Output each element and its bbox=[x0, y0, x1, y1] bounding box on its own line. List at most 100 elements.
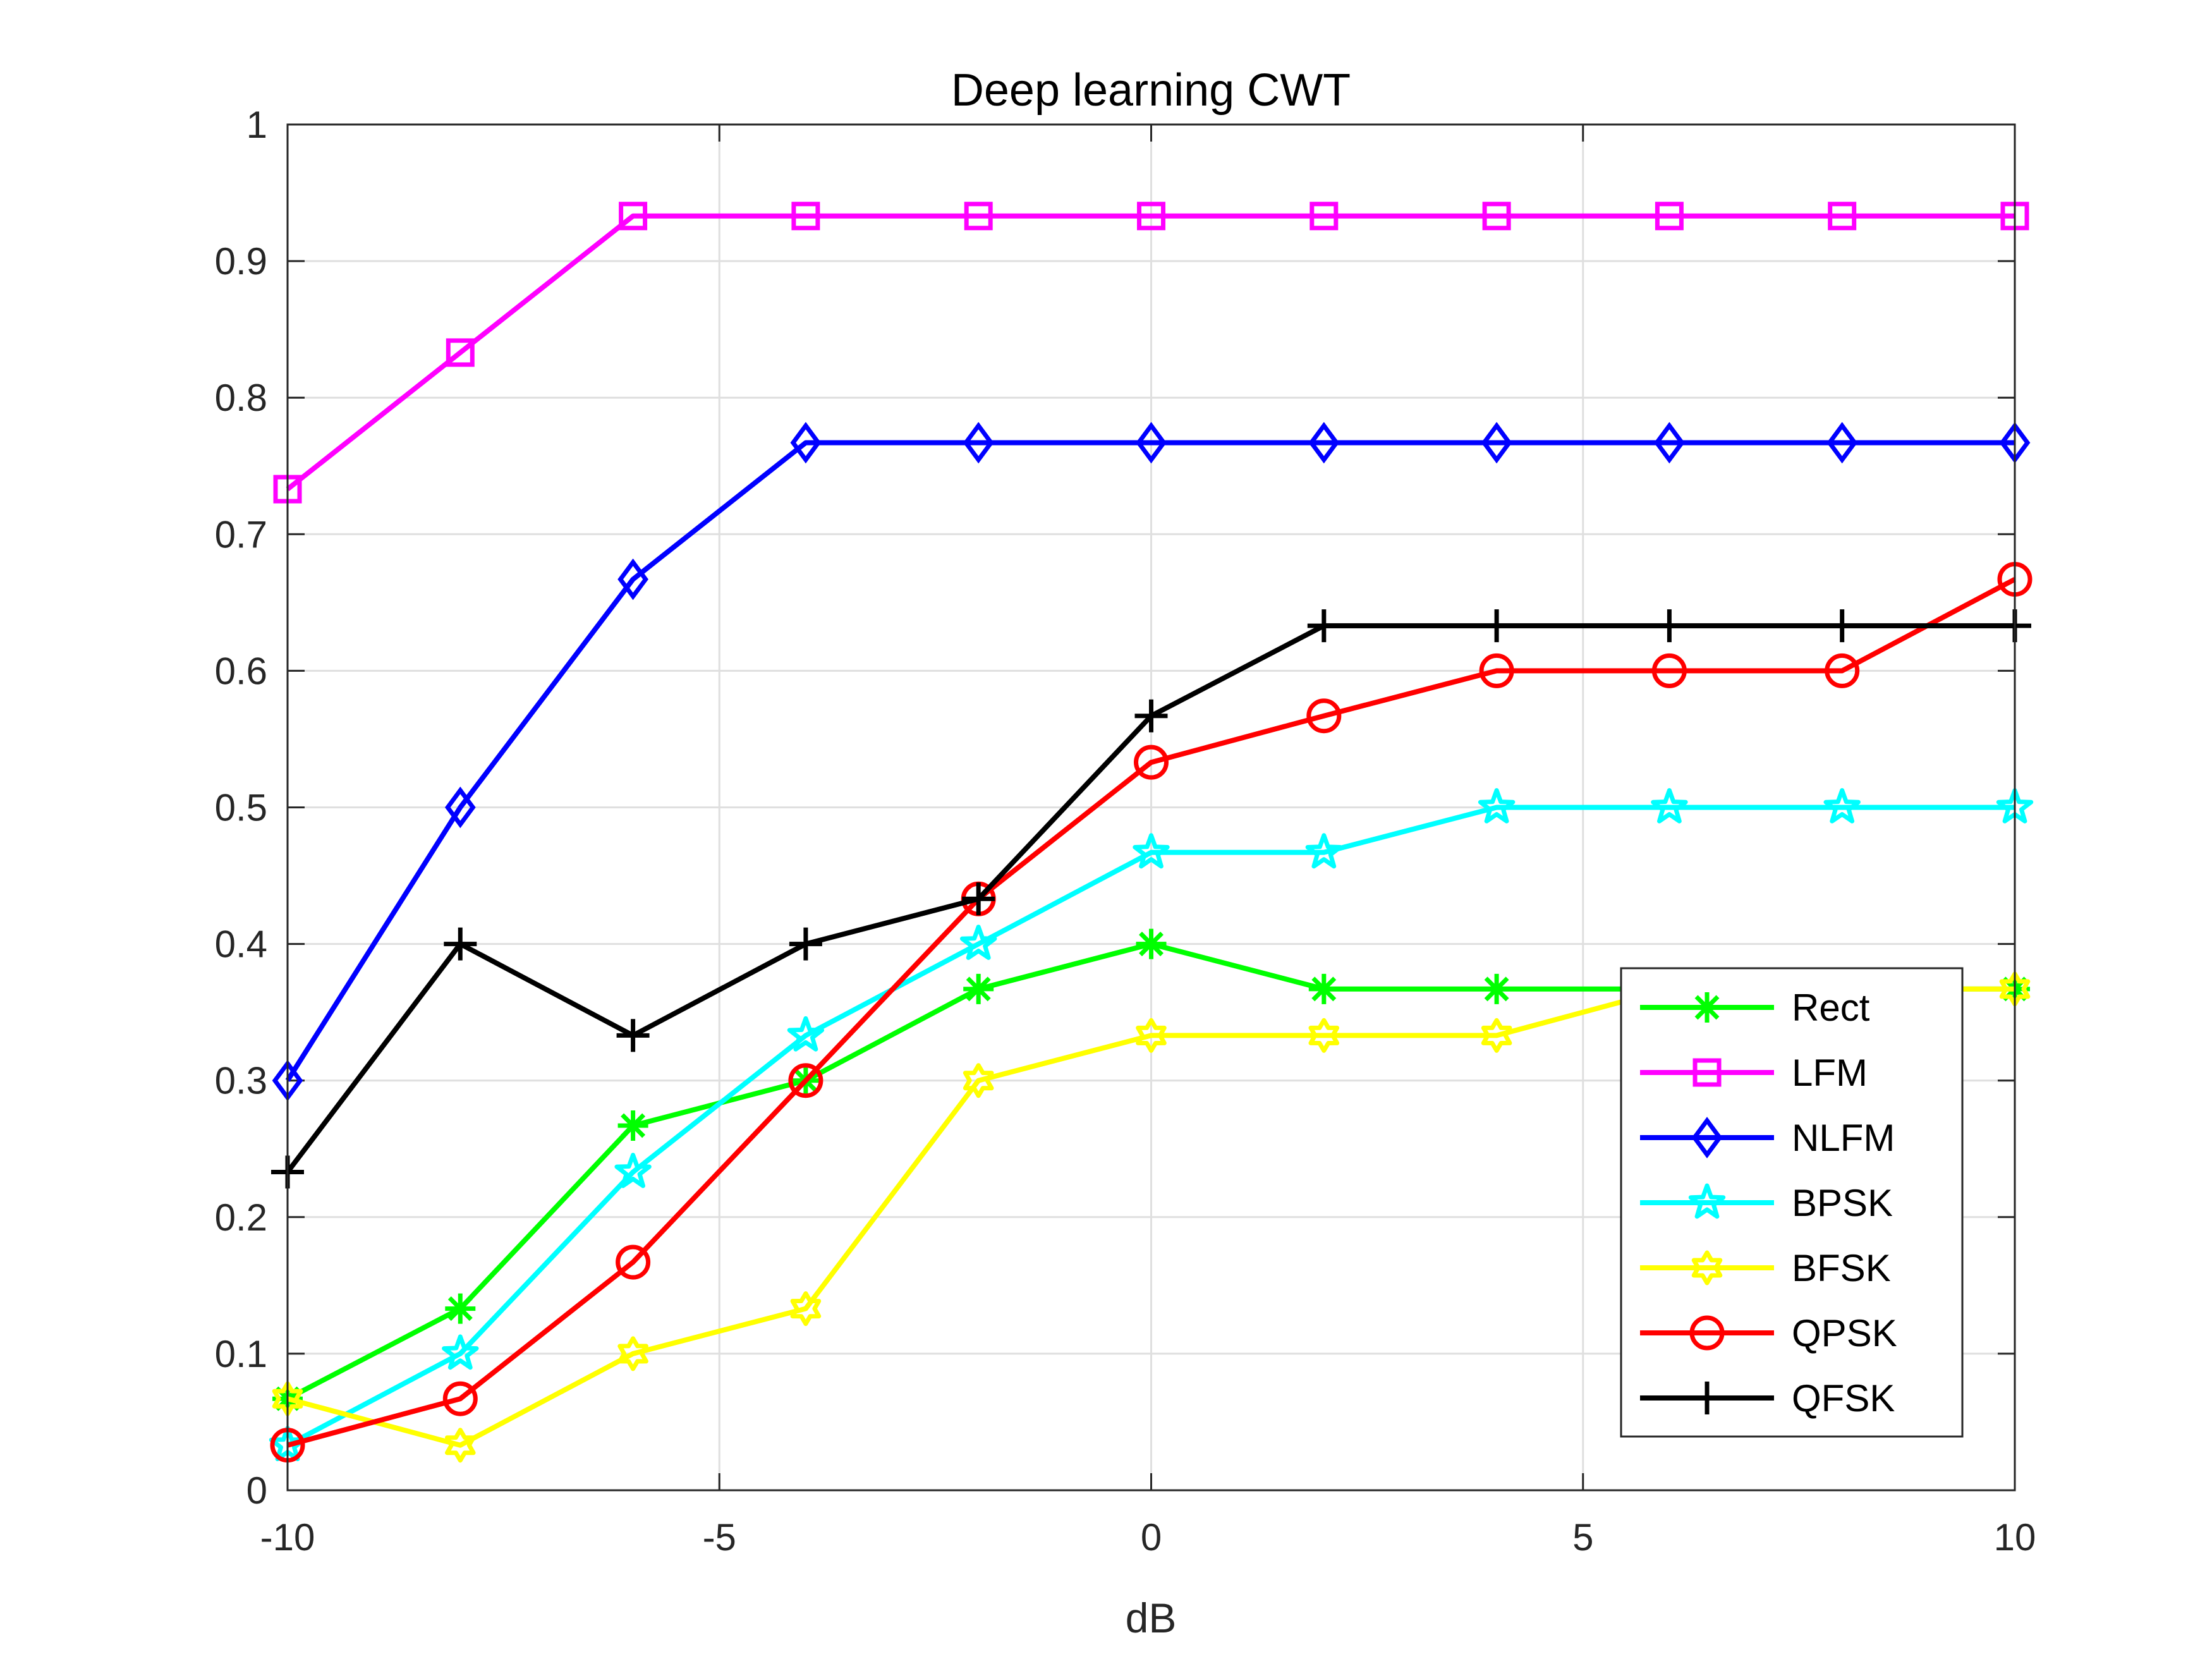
legend-swatch-marker bbox=[1691, 1117, 1723, 1158]
legend-label: LFM bbox=[1792, 1052, 1868, 1094]
data-point-qfsk bbox=[789, 927, 822, 961]
data-point-nlfm bbox=[1481, 422, 1512, 464]
data-point-bpsk bbox=[1478, 788, 1516, 823]
data-point-bpsk bbox=[442, 1334, 479, 1370]
data-point-bpsk bbox=[787, 1016, 825, 1052]
data-point-bfsk bbox=[445, 1428, 476, 1463]
data-point-bpsk bbox=[614, 1153, 652, 1188]
y-tick-label: 0.2 bbox=[215, 1196, 267, 1239]
data-point-bfsk bbox=[1136, 1018, 1167, 1053]
data-point-bpsk bbox=[960, 925, 997, 960]
y-tick-label: 0.6 bbox=[215, 650, 267, 692]
data-point-bfsk bbox=[790, 1291, 822, 1327]
data-point-qfsk bbox=[1480, 609, 1514, 643]
series-line-lfm bbox=[286, 213, 2015, 492]
data-point-nlfm bbox=[444, 786, 476, 829]
data-point-bfsk bbox=[963, 1063, 994, 1098]
legend-swatch-marker bbox=[1691, 1382, 1723, 1414]
data-point-qpsk bbox=[616, 1244, 651, 1280]
data-point-nlfm bbox=[617, 558, 648, 600]
legend-label: BPSK bbox=[1792, 1182, 1893, 1224]
data-point-qfsk bbox=[1307, 609, 1340, 643]
legend-label: NLFM bbox=[1792, 1117, 1895, 1159]
data-point-rect bbox=[445, 1293, 476, 1324]
data-point-qpsk bbox=[1825, 653, 1860, 688]
data-point-lfm bbox=[1482, 202, 1511, 231]
data-point-lfm bbox=[964, 202, 993, 231]
y-tick-label: 0.9 bbox=[215, 240, 267, 283]
data-point-bpsk bbox=[1305, 833, 1342, 869]
data-point-lfm bbox=[446, 338, 475, 367]
y-tick-label: 0 bbox=[246, 1469, 267, 1512]
legend-label: BFSK bbox=[1792, 1247, 1891, 1289]
legend: Rect LFM NLFM BPSK BFSK QPSK QFSK bbox=[1620, 967, 1964, 1438]
series-line-nlfm bbox=[285, 440, 2015, 1082]
data-point-nlfm bbox=[1826, 422, 1858, 464]
data-point-qpsk bbox=[1479, 653, 1514, 688]
data-point-lfm bbox=[619, 202, 648, 231]
y-tick-label: 0.1 bbox=[215, 1333, 267, 1375]
y-tick-label: 0.8 bbox=[215, 377, 267, 419]
data-point-lfm bbox=[1137, 202, 1165, 231]
legend-swatch-marker bbox=[1689, 1315, 1725, 1351]
data-point-qpsk bbox=[1651, 653, 1687, 688]
data-point-qfsk bbox=[444, 927, 477, 961]
data-point-lfm bbox=[1655, 202, 1684, 231]
data-point-qfsk bbox=[962, 882, 995, 916]
series-line-bpsk bbox=[286, 805, 2015, 1448]
data-point-bfsk bbox=[1308, 1018, 1340, 1053]
data-point-qpsk bbox=[1134, 744, 1169, 780]
x-tick-label: -5 bbox=[703, 1516, 736, 1559]
chart-title: Deep learning CWT bbox=[951, 65, 1351, 116]
y-tick-label: 0.4 bbox=[215, 923, 267, 966]
y-tick-label: 1 bbox=[246, 104, 267, 146]
x-axis-label: dB bbox=[1126, 1595, 1177, 1641]
data-point-qfsk bbox=[1134, 699, 1168, 732]
legend-entry-rect: Rect bbox=[1640, 987, 1870, 1029]
data-point-lfm bbox=[791, 202, 820, 231]
data-point-bpsk bbox=[1651, 788, 1688, 823]
series-nlfm bbox=[272, 422, 2031, 1102]
y-tick-label: 0.5 bbox=[215, 787, 267, 829]
legend-entry-bpsk: BPSK bbox=[1640, 1182, 1893, 1224]
legend-label: Rect bbox=[1792, 987, 1870, 1029]
legend-entry-qfsk: QFSK bbox=[1640, 1377, 1895, 1419]
data-point-bpsk bbox=[1823, 788, 1861, 823]
x-tick-label: 5 bbox=[1572, 1516, 1593, 1559]
legend-entry-qpsk: QPSK bbox=[1640, 1312, 1897, 1354]
data-point-bfsk bbox=[617, 1336, 648, 1371]
data-point-nlfm bbox=[1136, 422, 1167, 464]
data-point-rect bbox=[617, 1110, 648, 1141]
legend-entry-bfsk: BFSK bbox=[1640, 1247, 1891, 1289]
data-point-rect bbox=[1308, 973, 1339, 1004]
legend-entry-nlfm: NLFM bbox=[1640, 1117, 1895, 1159]
data-point-lfm bbox=[1828, 202, 1857, 231]
x-tick-label: 0 bbox=[1141, 1516, 1162, 1559]
data-point-rect bbox=[963, 973, 994, 1004]
data-point-qfsk bbox=[1653, 609, 1686, 643]
data-point-lfm bbox=[1310, 202, 1339, 231]
legend-swatch-marker bbox=[1692, 992, 1722, 1023]
data-point-rect bbox=[1481, 973, 1512, 1004]
tick-labels: -10 -5 0 5 10 0 0.1 0.2 0.3 0.4 0.5 0.6 0.7 0.8 0.9 1 bbox=[215, 104, 2036, 1559]
legend-swatch-marker bbox=[1691, 1250, 1723, 1285]
legend-entry-lfm: LFM bbox=[1640, 1052, 1868, 1094]
legend-label: QPSK bbox=[1792, 1312, 1897, 1354]
data-point-qfsk bbox=[1825, 609, 1859, 643]
data-point-qpsk bbox=[442, 1381, 478, 1416]
data-point-nlfm bbox=[963, 422, 994, 464]
data-point-rect bbox=[1136, 928, 1167, 959]
data-point-nlfm bbox=[1308, 422, 1340, 464]
legend-label: QFSK bbox=[1792, 1377, 1895, 1419]
data-point-bfsk bbox=[1481, 1018, 1512, 1053]
data-point-nlfm bbox=[790, 422, 822, 464]
plot-area-frame bbox=[286, 123, 2016, 1492]
data-point-qpsk bbox=[1306, 698, 1342, 734]
legend-swatch-marker bbox=[1688, 1183, 1726, 1219]
data-point-qfsk bbox=[616, 1019, 650, 1052]
y-tick-label: 0.3 bbox=[215, 1060, 267, 1102]
data-point-nlfm bbox=[1654, 422, 1685, 464]
x-tick-label: 10 bbox=[1994, 1516, 2036, 1559]
